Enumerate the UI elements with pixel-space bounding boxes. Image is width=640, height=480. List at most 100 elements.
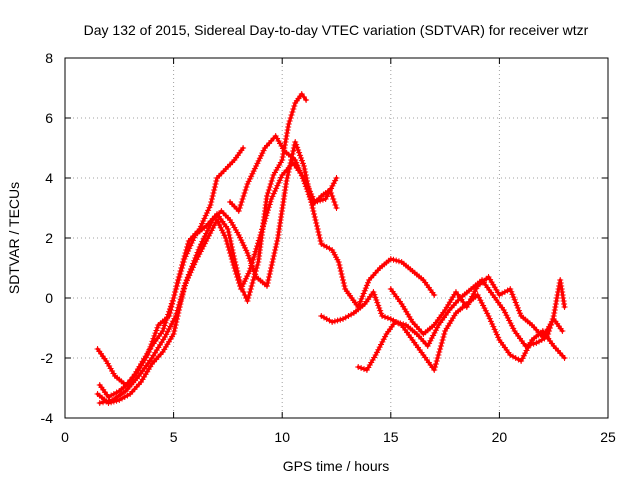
data-point: [378, 310, 385, 317]
data-point: [249, 280, 256, 286]
data-point: [254, 160, 261, 167]
data-point: [251, 251, 258, 258]
data-point: [306, 194, 313, 200]
data-point: [437, 346, 444, 352]
data-point: [476, 294, 483, 301]
series-trace-1: [94, 145, 247, 388]
data-point: [185, 248, 192, 254]
data-point: [337, 268, 344, 274]
data-point: [172, 322, 179, 328]
data-point: [228, 256, 235, 262]
data-point: [191, 234, 198, 241]
data-point: [170, 331, 177, 337]
data-point: [168, 320, 175, 327]
data-point: [246, 292, 253, 298]
data-point: [441, 331, 448, 337]
data-point: [373, 349, 380, 356]
data-point: [473, 285, 480, 292]
data-traces: [94, 91, 568, 406]
data-point: [470, 290, 477, 297]
data-point: [333, 175, 340, 181]
data-point: [173, 319, 180, 325]
data-point: [166, 306, 173, 312]
data-point: [267, 181, 274, 187]
data-point: [237, 286, 244, 292]
data-point: [248, 173, 255, 180]
data-point: [268, 265, 275, 271]
data-point: [178, 295, 185, 301]
data-point: [341, 283, 348, 289]
data-point: [239, 239, 246, 246]
data-point: [517, 310, 524, 317]
data-point: [239, 283, 246, 290]
data-point: [181, 283, 188, 289]
data-point: [482, 307, 489, 314]
data-point: [152, 330, 159, 337]
data-point: [163, 331, 170, 338]
data-point: [160, 325, 167, 332]
data-point: [214, 217, 221, 223]
data-point: [210, 190, 217, 196]
data-point: [187, 269, 194, 276]
data-point: [212, 181, 219, 187]
data-point: [424, 343, 431, 349]
data-point: [244, 250, 251, 256]
data-point: [266, 201, 273, 208]
data-point: [164, 328, 171, 335]
data-point: [400, 321, 407, 328]
data-point: [250, 277, 257, 283]
data-point: [238, 199, 245, 205]
data-point: [208, 196, 215, 202]
data-point: [432, 361, 439, 367]
data-point: [175, 277, 182, 283]
data-point: [275, 180, 282, 186]
data-point: [519, 355, 526, 362]
data-point: [503, 312, 510, 319]
data-point: [283, 133, 290, 139]
data-point: [253, 245, 260, 252]
data-point: [377, 307, 384, 314]
data-point: [329, 319, 336, 325]
data-point: [242, 187, 249, 193]
data-point: [435, 352, 442, 358]
data-point: [432, 327, 439, 334]
data-point: [477, 297, 484, 304]
data-point: [302, 183, 309, 190]
data-point: [176, 274, 183, 280]
data-point: [390, 256, 397, 263]
data-point: [276, 177, 283, 184]
data-point: [250, 168, 257, 175]
data-point: [296, 167, 303, 174]
data-point: [178, 298, 185, 304]
data-point: [174, 313, 181, 319]
data-point: [553, 295, 560, 301]
data-point: [238, 237, 245, 244]
data-point: [467, 296, 474, 303]
y-tick-labels: -4 -2 0 2 4 6 8: [41, 50, 54, 426]
y-tick-label: 6: [45, 110, 53, 126]
data-point: [361, 287, 368, 294]
data-point: [465, 301, 472, 308]
data-point: [437, 343, 444, 349]
data-point: [303, 97, 310, 103]
data-point: [480, 302, 487, 309]
data-point: [249, 170, 256, 177]
data-point: [249, 256, 256, 263]
data-point: [305, 191, 312, 198]
data-point: [291, 103, 298, 109]
data-point: [502, 309, 509, 316]
data-point: [240, 242, 247, 249]
x-tick-labels: 0 5 10 15 20 25: [61, 429, 616, 445]
data-point: [204, 235, 211, 242]
data-point: [355, 364, 362, 370]
data-point: [362, 285, 369, 292]
data-point: [191, 261, 198, 268]
data-point: [244, 181, 251, 187]
data-point: [242, 275, 249, 282]
data-point: [379, 313, 386, 319]
data-point: [183, 277, 190, 284]
data-point: [225, 244, 232, 250]
data-point: [170, 295, 177, 301]
data-point: [427, 337, 434, 344]
data-point: [206, 204, 213, 211]
